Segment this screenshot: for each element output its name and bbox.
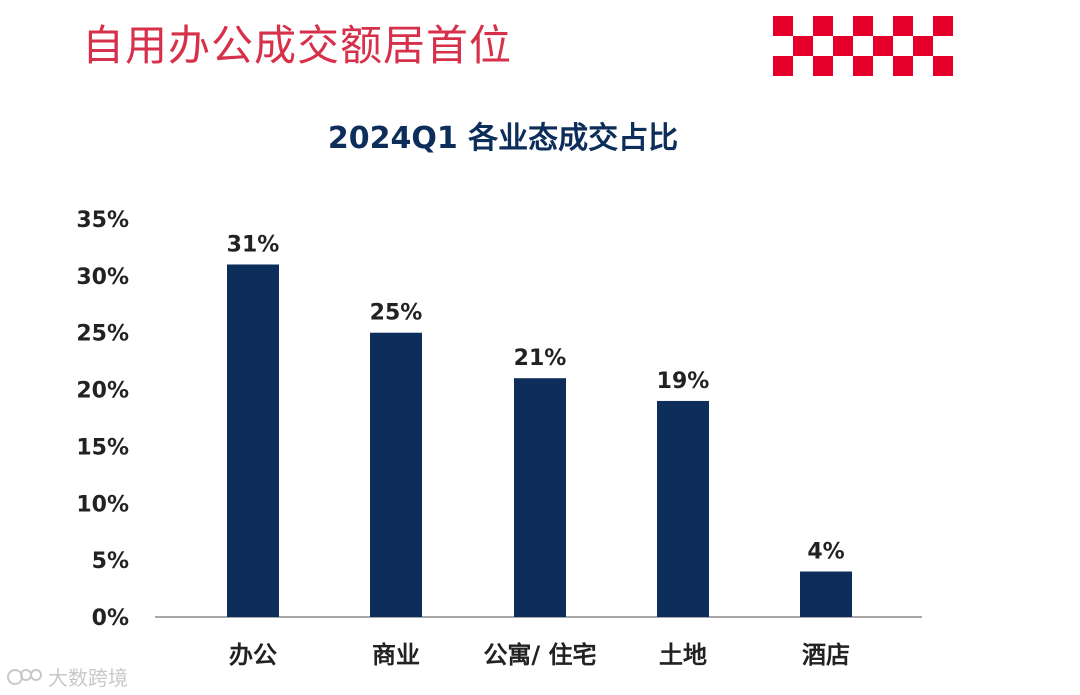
brand-logo (773, 16, 953, 76)
logo-square (933, 16, 953, 36)
logo-square (773, 16, 793, 36)
logo-square (833, 36, 853, 56)
bar (227, 264, 279, 617)
bar (800, 571, 852, 617)
y-tick-label: 5% (92, 549, 129, 574)
x-tick-label: 酒店 (802, 641, 850, 669)
bar (657, 400, 709, 617)
page-headline: 自用办公成交额居首位 (82, 21, 513, 70)
bar-data-label: 31% (227, 232, 280, 257)
watermark-logo-icon (7, 668, 42, 685)
chart-title: 2024Q1 各业态成交占比 (328, 121, 678, 156)
x-tick-label: 办公 (229, 641, 277, 669)
bar (370, 332, 422, 617)
logo-square (853, 56, 873, 76)
logo-square (893, 16, 913, 36)
logo-square (793, 36, 813, 56)
bar-data-label: 25% (370, 301, 423, 326)
x-tick-label: 土地 (659, 641, 707, 669)
y-tick-label: 20% (76, 379, 129, 404)
logo-square (773, 56, 793, 76)
y-tick-label: 25% (76, 322, 129, 347)
logo-square (933, 56, 953, 76)
y-tick-label: 35% (76, 208, 129, 233)
logo-square (853, 16, 873, 36)
y-tick-label: 15% (76, 435, 129, 460)
logo-square (893, 56, 913, 76)
logo-square (913, 36, 933, 56)
x-tick-label: 商业 (372, 641, 420, 669)
bar-data-label: 4% (807, 540, 844, 565)
bar-data-label: 19% (657, 369, 710, 394)
logo-square (813, 16, 833, 36)
bar (514, 378, 566, 617)
logo-square (813, 56, 833, 76)
bar-data-label: 21% (514, 346, 567, 371)
y-tick-label: 10% (76, 492, 129, 517)
x-tick-label: 公寓/ 住宅 (483, 641, 596, 669)
watermark: 大数跨境 (6, 662, 128, 691)
y-tick-label: 30% (76, 265, 129, 290)
watermark-text: 大数跨境 (48, 666, 128, 690)
y-tick-label: 0% (92, 606, 129, 631)
logo-square (873, 36, 893, 56)
